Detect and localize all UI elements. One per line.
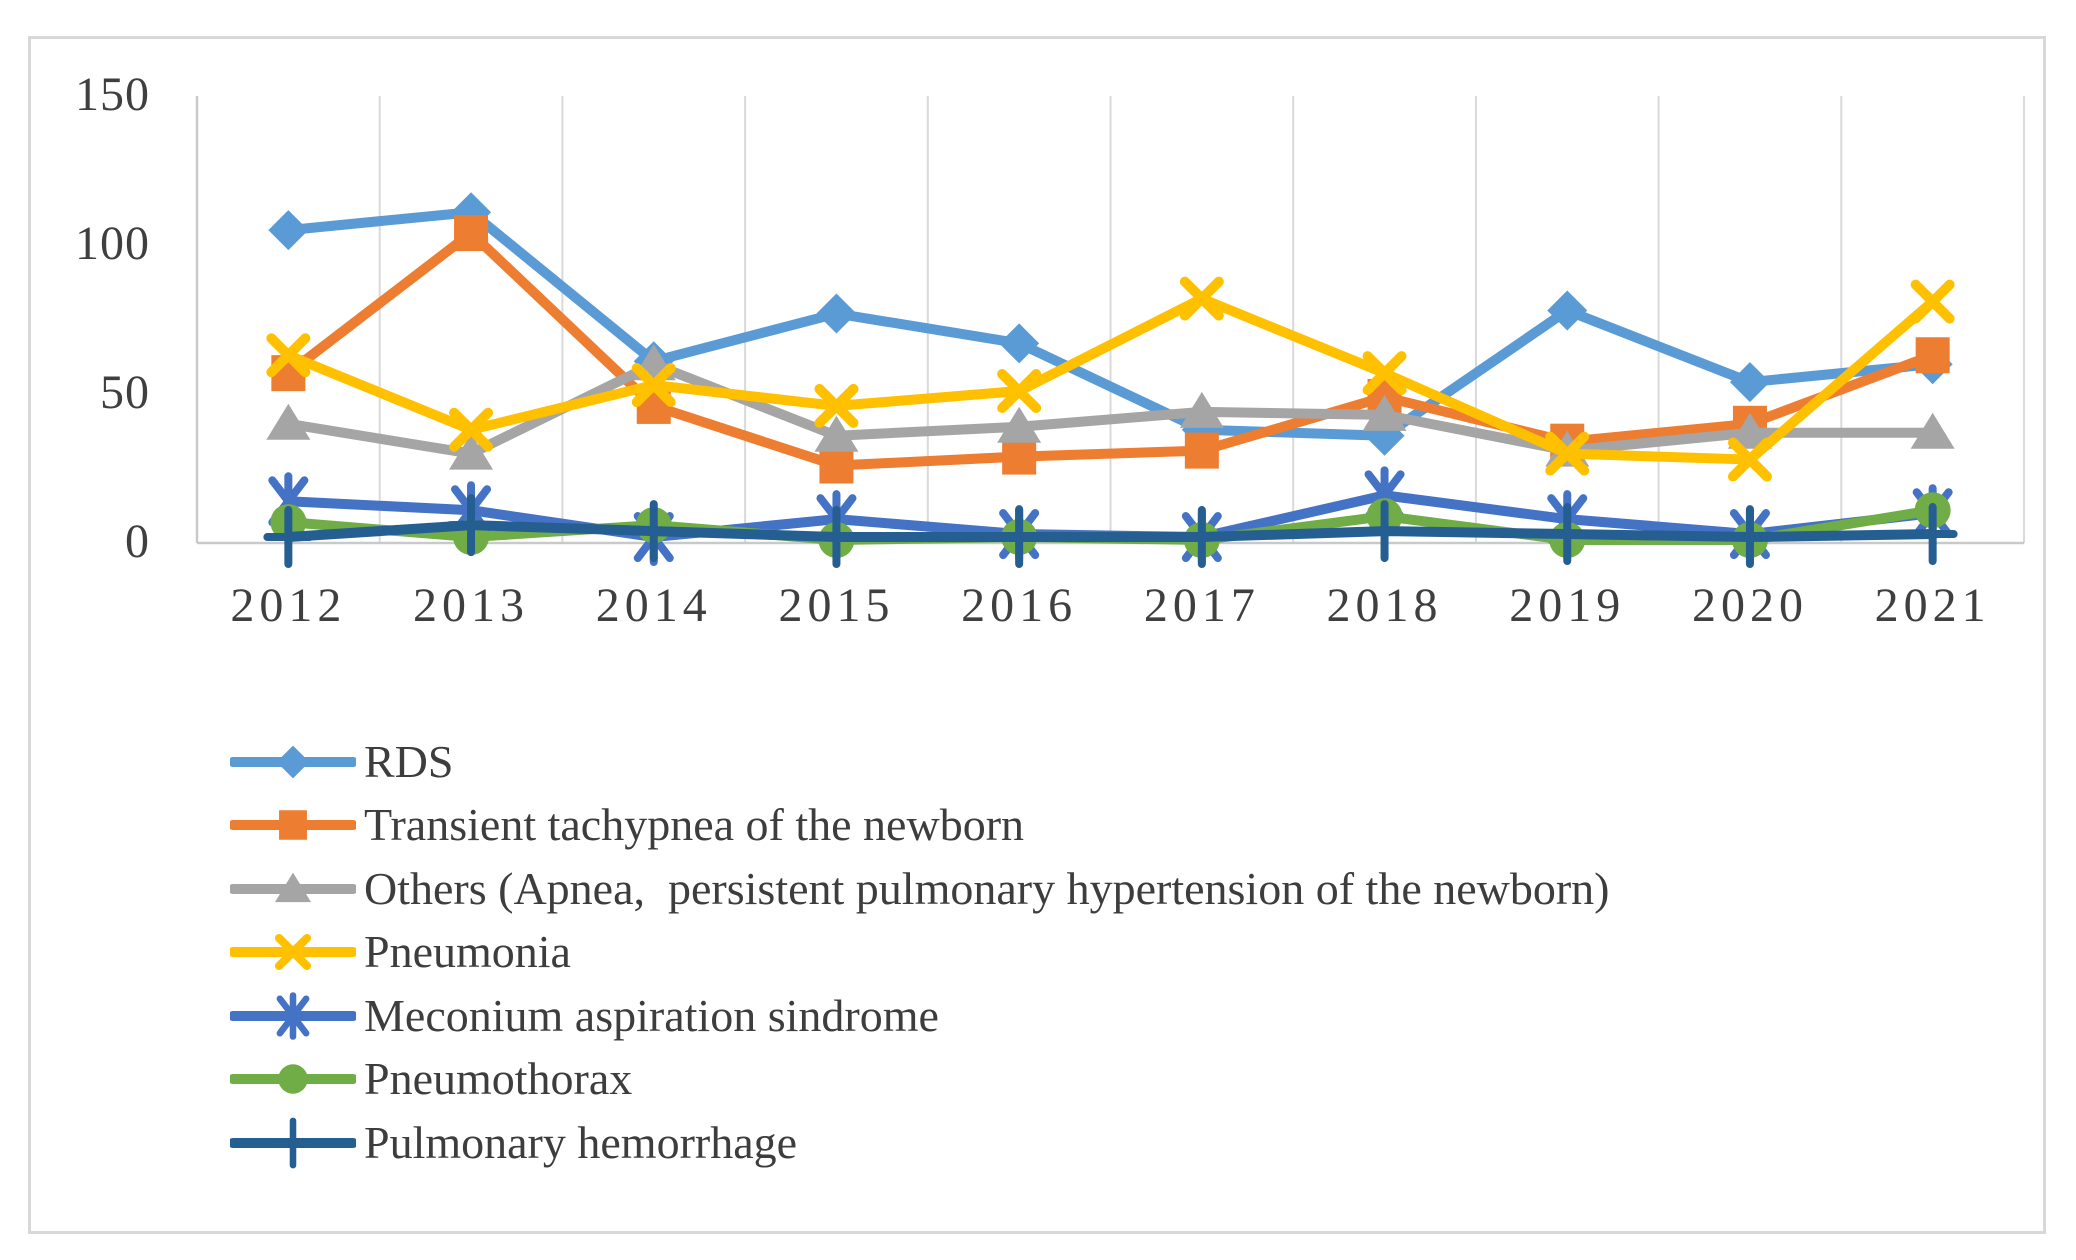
triangle-marker [449,433,494,470]
series-line-rds [283,207,1938,441]
legend-label: Pneumothorax [364,1053,633,1105]
x-marker [1362,351,1407,396]
square-marker [1915,337,1950,374]
diamond-marker [816,293,857,334]
x-marker [1910,279,1955,324]
circle-marker [278,1064,308,1095]
plus-marker [1176,506,1227,569]
triangle-marker [266,403,311,440]
triangle-marker [1362,394,1407,431]
x-marker [1179,276,1224,321]
square-marker [1002,438,1037,475]
x-axis-tick-label: 2016 [961,579,1078,632]
plus-marker [1724,506,1775,569]
legend-label: Pneumonia [364,926,571,978]
legend-item-others-apnea-pphn: Others (Apnea, persistent pulmonary hype… [230,857,1610,921]
triangle-marker [997,406,1042,443]
x-axis-tick-label: 2017 [1143,579,1260,632]
plus-marker [1907,503,1958,566]
x-marker [997,369,1042,414]
legend-item-meconium-aspiration: Meconium aspiration sindrome [230,984,1610,1048]
legend-marker-square-icon [230,810,356,841]
legend-marker-circle-icon [230,1064,356,1095]
triangle-marker [1910,412,1955,449]
plus-marker [811,506,862,569]
legend-item-pneumonia: Pneumonia [230,921,1610,985]
x-marker [1727,437,1772,482]
square-marker [1184,432,1219,469]
legend-item-rds: RDS [230,730,1610,794]
plus-marker [263,506,314,569]
series-line-pulmonary-hemorrhage [283,520,1938,543]
x-axis-tick-label: 2019 [1509,579,1626,632]
legend-label: Transient tachypnea of the newborn [364,799,1025,851]
x-axis-tick-label: 2018 [1326,579,1443,632]
square-marker [819,447,854,484]
legend-marker-asterisk-icon [230,991,356,1040]
square-marker [454,215,489,252]
legend-label: Pulmonary hemorrhage [364,1116,798,1168]
x-marker [631,363,676,408]
series-pulmonary-hemorrhage [263,494,1958,569]
legend-marker-triangle-icon [230,872,356,902]
triangle-marker [1727,412,1772,449]
legend-marker-x-icon [230,934,356,971]
legend-marker-diamond-icon [230,745,356,779]
x-marker [274,934,312,971]
legend-item-transient-tachypnea: Transient tachypnea of the newborn [230,794,1610,858]
x-axis-tick-label: 2020 [1691,579,1808,632]
plus-marker [272,1117,314,1169]
triangle-marker [814,415,859,452]
asterisk-marker [276,991,310,1040]
x-axis-tick-label: 2021 [1874,579,1991,632]
x-marker [1545,431,1590,476]
plus-marker [994,506,1045,569]
x-marker [449,407,494,452]
y-axis-tick-label: 0 [125,515,150,569]
plus-marker [628,500,679,563]
y-axis-tick-label: 100 [75,217,150,271]
x-axis-tick-label: 2012 [230,579,347,632]
legend-marker-plus-icon [230,1117,356,1169]
y-axis-tick-label: 50 [100,366,150,420]
x-axis-tick-label: 2014 [595,579,712,632]
x-axis-tick-label: 2013 [413,579,530,632]
series-pneumonia [266,276,1955,482]
diamond-marker [268,210,309,251]
legend: RDS Transient tachypnea of the newborn Oth… [230,730,1610,1175]
x-marker [814,383,859,428]
legend-item-pulmonary-hemorrhage: Pulmonary hemorrhage [230,1111,1610,1175]
triangle-marker [1179,391,1224,428]
square-marker [279,810,307,841]
diamond-marker [1729,362,1770,403]
series-line-pneumonia [283,293,1938,465]
plus-marker [1542,503,1593,566]
figure-border [28,36,2046,1234]
x-axis-tick-label: 2015 [778,579,895,632]
series-transient-tachypnea [271,215,1950,484]
plus-marker [1359,500,1410,563]
legend-label: RDS [364,735,454,787]
x-marker [266,333,311,378]
diamond-marker [276,745,310,779]
diamond-marker [1547,290,1588,331]
diamond-marker [999,323,1040,364]
legend-item-pneumothorax: Pneumothorax [230,1048,1610,1112]
triangle-marker [274,872,312,902]
plus-marker [446,494,497,557]
y-axis-tick-label: 150 [75,68,150,122]
legend-label: Meconium aspiration sindrome [364,989,939,1041]
series-line-transient-tachypnea [283,228,1938,471]
legend-label: Others (Apnea, persistent pulmonary hype… [364,862,1610,914]
